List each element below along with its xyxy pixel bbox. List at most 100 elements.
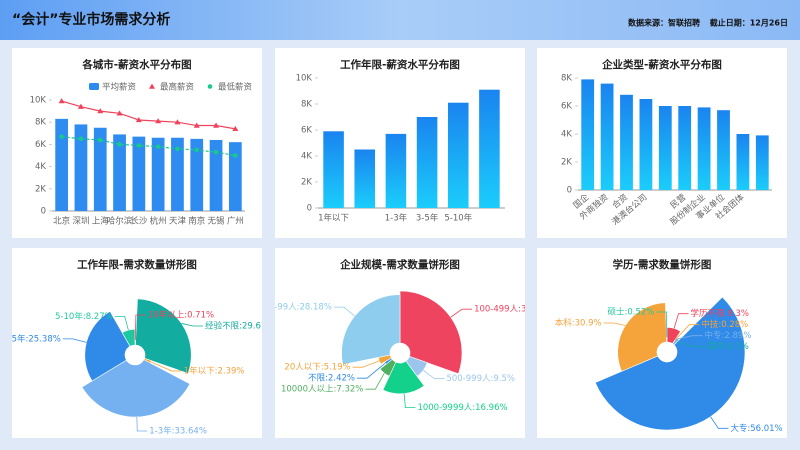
chart: 工作年限-薪资水平分布图 0 2K 4K 6K 8K 10K 1年以下 1-3年 3-5年 5-10…: [296, 58, 505, 224]
chart: 工作年限-需求数量饼形图 10年以上:0.71%经验不限:29.61% 1年以下:2…: [12, 258, 262, 436]
y-tick-label: 10K: [296, 74, 313, 84]
bar: [93, 127, 107, 211]
y-tick-label: 4K: [561, 130, 572, 140]
x-tick-label: 1-3年: [385, 213, 408, 224]
bar: [55, 118, 69, 211]
x-tick-label: 北京: [53, 216, 70, 227]
legend-swatch: [207, 84, 213, 89]
bar: [620, 94, 633, 190]
bar: [639, 99, 653, 190]
slice-label: 500-999人:9.5%: [446, 374, 514, 384]
y-tick-label: 2K: [301, 178, 312, 188]
chart-title: 工作年限-薪资水平分布图: [340, 58, 460, 71]
page-title: “会计”专业市场需求分析: [12, 11, 170, 28]
label-leader: [357, 362, 386, 379]
slice-label: 大专:56.01%: [730, 423, 782, 434]
x-tick-label: 无锡: [208, 217, 226, 227]
y-tick-label: 0: [41, 207, 46, 217]
bar: [717, 110, 730, 190]
label-leader: [114, 315, 129, 331]
x-tick-label: 杭州: [150, 216, 167, 227]
line: [61, 100, 236, 130]
slice-label: 高中:0.1%: [707, 341, 748, 352]
label-leader: [136, 416, 148, 432]
y-tick-label: 0: [567, 186, 572, 196]
label-leader: [677, 335, 703, 340]
slice-label: 20-99人:28.18%: [263, 303, 331, 313]
y-tick-label: 2K: [35, 184, 46, 194]
line-marker: [233, 153, 238, 158]
chart-title: 各城市-薪资水平分布图: [81, 58, 191, 71]
bar: [755, 135, 769, 190]
slice-label: 中技:0.28%: [701, 319, 748, 330]
label-leader: [352, 360, 380, 368]
line-marker: [174, 119, 181, 125]
pie-hole: [125, 345, 145, 365]
header-bar: [0, 0, 800, 40]
y-tick-label: 6K: [301, 126, 312, 136]
bar: [581, 79, 595, 190]
y-tick-label: 4K: [35, 162, 46, 172]
cutoff-date: 截止日期：12月26日: [710, 18, 788, 28]
label-leader: [134, 314, 146, 340]
bar: [678, 106, 692, 190]
slice-label: 学历不限:9.3%: [691, 308, 749, 319]
x-tick-label: 上海: [92, 216, 110, 227]
chart: 企业规模-需求数量饼形图 100-499人:30.43% 500-999人:9.5%…: [263, 258, 553, 413]
label-leader: [673, 313, 689, 329]
pie-hole: [657, 342, 677, 362]
line: [61, 136, 236, 157]
bar: [600, 83, 614, 190]
label-leader: [333, 306, 356, 317]
legend-label: 最高薪资: [160, 82, 195, 93]
chart-title: 企业类型-薪资水平分布图: [601, 58, 722, 71]
line-marker: [59, 134, 64, 139]
line-marker: [97, 108, 104, 114]
label-leader: [450, 308, 473, 318]
bar: [228, 142, 242, 211]
legend-swatch: [89, 83, 99, 90]
slice-label: 1年以下:2.39%: [184, 365, 245, 376]
bar: [151, 137, 165, 211]
bar: [209, 139, 223, 211]
label-leader: [674, 324, 700, 341]
bar: [736, 134, 750, 190]
bar: [113, 134, 126, 211]
line-marker: [155, 144, 161, 149]
x-tick-label: 哈尔滨: [107, 216, 133, 227]
data-source: 数据来源：智联招聘: [628, 18, 700, 28]
chart: 学历-需求数量饼形图学历不限:9.3%中技:0.28%中专:2.89%高中:0.…: [555, 258, 783, 434]
slice-label: 100-499人:30.43%: [474, 305, 553, 315]
y-tick-label: 2K: [561, 158, 572, 168]
slice-label: 本科:30.9%: [555, 318, 602, 329]
label-leader: [150, 361, 182, 372]
label-leader: [365, 372, 385, 390]
slice-label: 20人以下:5.19%: [284, 363, 350, 373]
label-leader: [423, 369, 445, 380]
bar: [132, 136, 146, 211]
line-marker: [116, 110, 123, 116]
line-marker: [213, 149, 219, 155]
line-marker: [193, 122, 200, 128]
legend-label: 最低薪资: [218, 82, 253, 93]
slice-label: 5-10年:8.27%: [55, 311, 113, 322]
legend-swatch: [149, 83, 155, 89]
slice-label: 1000-9999人:16.96%: [417, 403, 507, 413]
label-leader: [603, 322, 626, 326]
bar: [416, 117, 438, 208]
y-tick-label: 8K: [35, 118, 46, 128]
label-leader: [656, 311, 668, 338]
x-tick-label: 天津: [169, 216, 187, 227]
legend-label: 平均薪资: [102, 82, 137, 93]
x-tick-label: 3-5年: [416, 213, 439, 224]
label-leader: [62, 338, 87, 343]
x-tick-label: 深圳: [72, 216, 89, 227]
x-tick-label: 1年以下: [318, 213, 349, 224]
line-marker: [155, 118, 162, 124]
x-tick-label: 南京: [188, 216, 205, 227]
y-tick-label: 6K: [35, 140, 46, 150]
label-leader: [181, 323, 204, 327]
line-marker: [78, 136, 84, 142]
